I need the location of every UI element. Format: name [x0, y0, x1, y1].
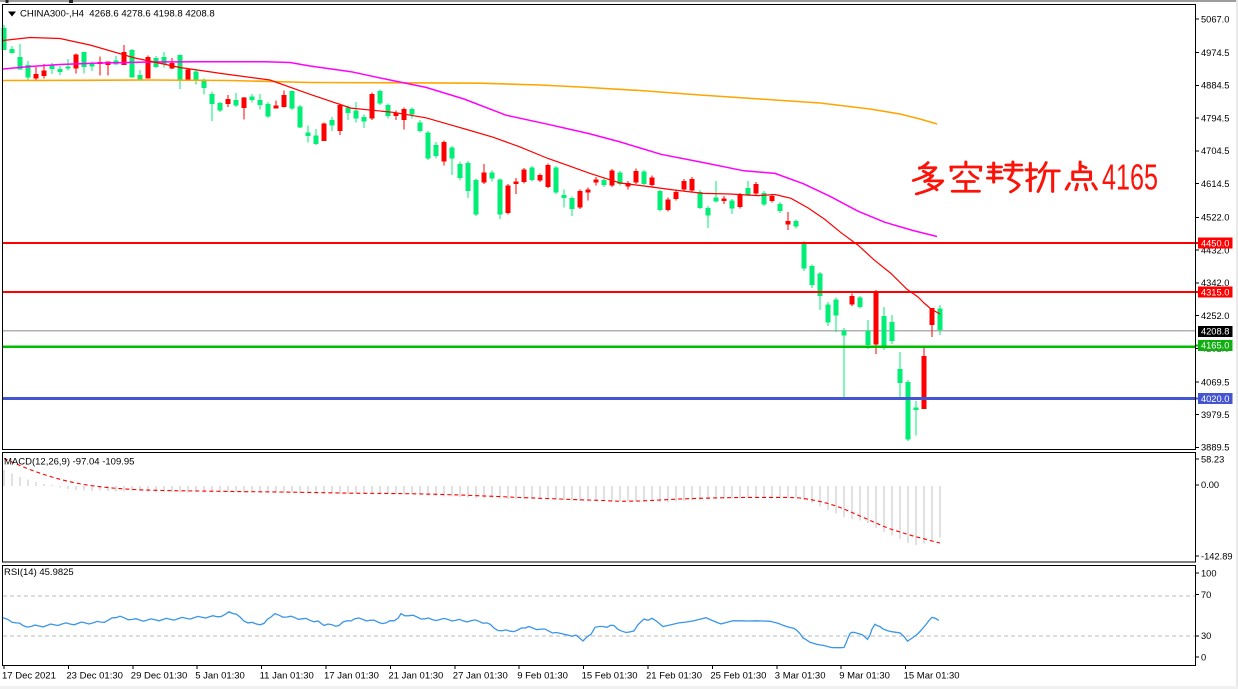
svg-text:4165: 4165 — [1102, 157, 1158, 198]
svg-text:58.23: 58.23 — [1201, 455, 1224, 465]
svg-text:9 Feb 01:30: 9 Feb 01:30 — [517, 671, 568, 682]
svg-text:15 Feb 01:30: 15 Feb 01:30 — [582, 671, 638, 682]
svg-text:3979.5: 3979.5 — [1201, 410, 1229, 420]
svg-text:21 Feb 01:30: 21 Feb 01:30 — [646, 671, 702, 682]
svg-text:4614.5: 4614.5 — [1201, 179, 1229, 189]
svg-text:4884.5: 4884.5 — [1201, 81, 1229, 91]
svg-text:11 Jan 01:30: 11 Jan 01:30 — [260, 671, 314, 682]
svg-text:4208.8: 4208.8 — [1201, 327, 1229, 337]
svg-text:4432.0: 4432.0 — [1201, 245, 1229, 255]
svg-text:70: 70 — [1201, 590, 1211, 600]
svg-text:5 Jan 01:30: 5 Jan 01:30 — [195, 671, 245, 682]
svg-text:100: 100 — [1201, 568, 1217, 578]
svg-text:4342.0: 4342.0 — [1201, 278, 1229, 288]
svg-text:25 Feb 01:30: 25 Feb 01:30 — [710, 671, 766, 682]
svg-text:-142.89: -142.89 — [1201, 551, 1233, 561]
svg-text:4974.5: 4974.5 — [1201, 48, 1229, 58]
svg-text:MACD(12,26,9) -97.04 -109.95: MACD(12,26,9) -97.04 -109.95 — [4, 457, 134, 468]
svg-text:5067.0: 5067.0 — [1201, 14, 1229, 24]
svg-text:0: 0 — [1201, 652, 1206, 662]
svg-text:4020.0: 4020.0 — [1201, 394, 1229, 404]
svg-text:21 Jan 01:30: 21 Jan 01:30 — [388, 671, 443, 682]
svg-text:29 Dec 01:30: 29 Dec 01:30 — [131, 671, 188, 682]
svg-text:27 Jan 01:30: 27 Jan 01:30 — [453, 671, 508, 682]
svg-text:4315.0: 4315.0 — [1201, 287, 1229, 297]
svg-text:17 Jan 01:30: 17 Jan 01:30 — [324, 671, 379, 682]
svg-text:23 Dec 01:30: 23 Dec 01:30 — [66, 671, 123, 682]
svg-text:4165.0: 4165.0 — [1201, 341, 1229, 351]
svg-text:CHINA300-,H4 4268.6 4278.6 41: CHINA300-,H4 4268.6 4278.6 4198.8 4208.8 — [20, 9, 215, 20]
svg-text:4069.5: 4069.5 — [1201, 377, 1229, 387]
svg-text:4522.0: 4522.0 — [1201, 213, 1229, 223]
svg-text:30: 30 — [1201, 631, 1211, 641]
svg-text:0.00: 0.00 — [1201, 480, 1219, 490]
svg-text:4704.5: 4704.5 — [1201, 146, 1229, 156]
svg-text:4450.0: 4450.0 — [1201, 238, 1229, 248]
svg-text:4794.5: 4794.5 — [1201, 114, 1229, 124]
svg-text:17 Dec 2021: 17 Dec 2021 — [2, 671, 56, 682]
svg-text:9 Mar 01:30: 9 Mar 01:30 — [839, 671, 890, 682]
svg-text:4252.0: 4252.0 — [1201, 311, 1229, 321]
svg-text:3889.5: 3889.5 — [1201, 443, 1229, 453]
svg-text:3 Mar 01:30: 3 Mar 01:30 — [775, 671, 826, 682]
svg-text:15 Mar 01:30: 15 Mar 01:30 — [904, 671, 960, 682]
svg-text:RSI(14) 45.9825: RSI(14) 45.9825 — [4, 567, 74, 578]
